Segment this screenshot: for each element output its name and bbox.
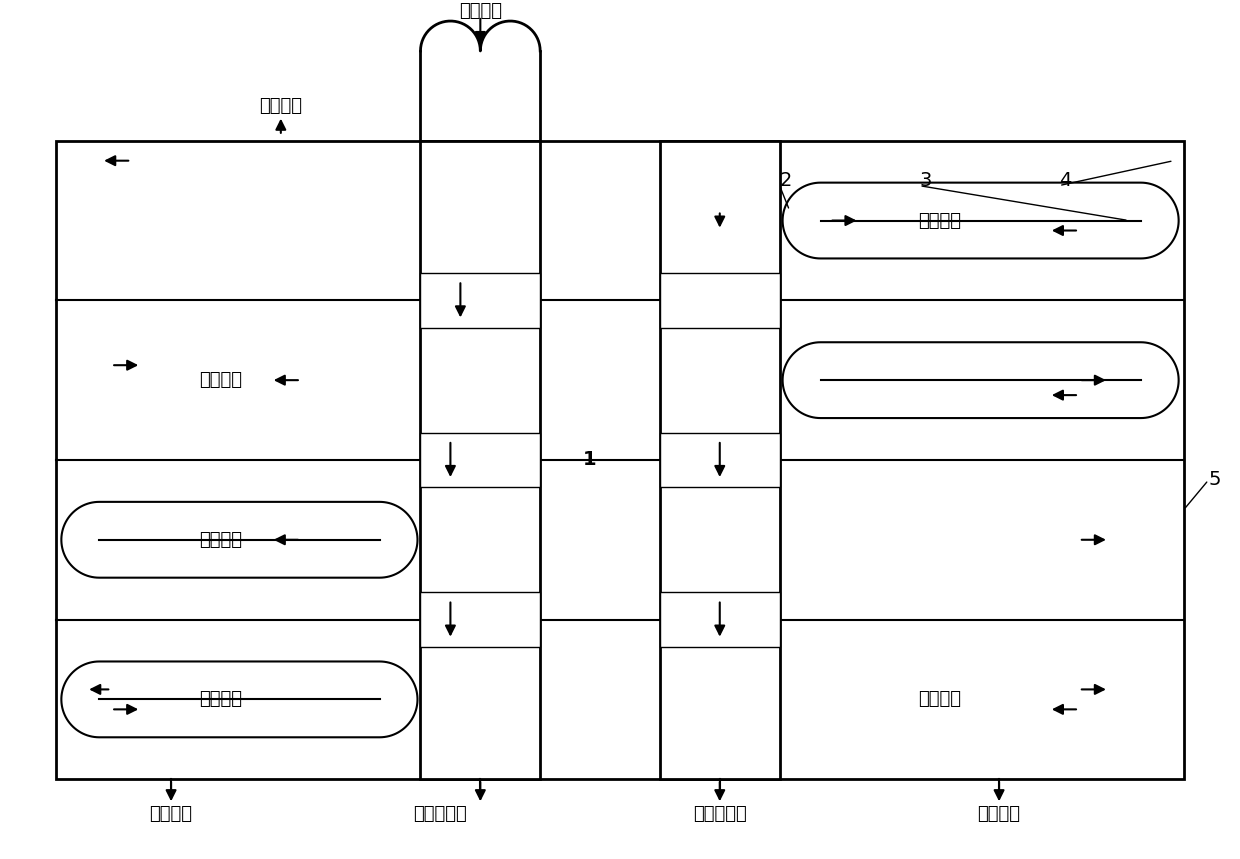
Text: 4: 4 bbox=[1059, 171, 1071, 190]
Text: 净水流向: 净水流向 bbox=[918, 211, 961, 229]
Text: 3: 3 bbox=[919, 171, 931, 190]
Text: 浓缩液出口: 浓缩液出口 bbox=[414, 805, 467, 823]
Bar bbox=[420, 273, 541, 328]
Text: 原液流向: 原液流向 bbox=[200, 691, 243, 709]
Text: 5: 5 bbox=[1209, 471, 1221, 490]
Bar bbox=[420, 141, 541, 779]
Bar bbox=[660, 273, 780, 328]
Text: 净水出口: 净水出口 bbox=[150, 805, 192, 823]
Text: 净水出口: 净水出口 bbox=[977, 805, 1021, 823]
Text: 2: 2 bbox=[780, 171, 792, 190]
Bar bbox=[56, 141, 1184, 779]
Polygon shape bbox=[782, 183, 1179, 259]
Bar bbox=[660, 433, 780, 487]
Polygon shape bbox=[61, 502, 418, 578]
Text: 原液入口: 原液入口 bbox=[459, 2, 502, 20]
Text: 原液流向: 原液流向 bbox=[200, 371, 243, 389]
Text: 1: 1 bbox=[583, 450, 596, 470]
Polygon shape bbox=[61, 661, 418, 737]
Text: 浓缩液出口: 浓缩液出口 bbox=[693, 805, 746, 823]
Bar bbox=[420, 433, 541, 487]
Bar bbox=[660, 592, 780, 647]
Bar bbox=[420, 592, 541, 647]
Text: 净水出口: 净水出口 bbox=[259, 97, 303, 115]
Polygon shape bbox=[782, 342, 1179, 418]
Bar bbox=[660, 141, 780, 779]
Text: 原液流向: 原液流向 bbox=[918, 691, 961, 709]
Text: 净水流向: 净水流向 bbox=[200, 531, 243, 549]
